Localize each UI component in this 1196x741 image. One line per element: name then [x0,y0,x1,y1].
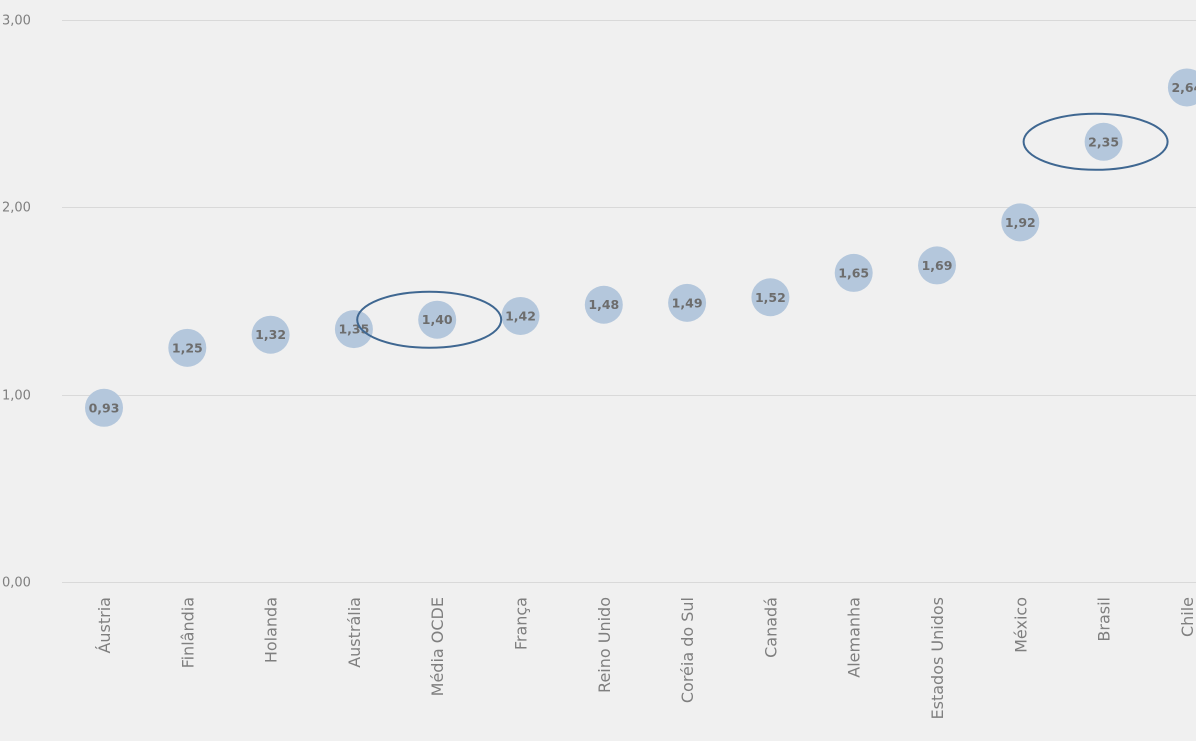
x-tick-label: Chile [1178,597,1196,637]
x-tick-label: México [1011,597,1030,653]
y-axis-ticks: 0,00 1,00 2,00 3,00 [2,14,31,591]
data-label: 1,40 [422,312,453,327]
y-tick-label: 0,00 [2,576,31,591]
data-label: 1,69 [922,258,953,273]
data-point [1167,68,1196,107]
data-label: 1,52 [755,290,786,305]
highlight-ellipses [356,112,1169,349]
data-point [168,328,207,367]
x-tick-label: Reino Unido [595,597,614,693]
data-point [834,253,873,292]
x-axis-ticks: Áustria Finlândia Holanda Austrália Média OC… [95,597,1196,719]
data-label: 1,49 [672,295,703,310]
data-label: 1,35 [338,322,369,337]
data-label: 1,65 [838,265,869,280]
data-point [918,246,956,285]
data-point [251,315,290,354]
x-tick-label: Alemanha [845,597,864,678]
data-points: 0,93 1,25 1,32 1,35 1,40 1,42 1,48 1,49 1,52 1,65… [85,68,1196,427]
y-tick-label: 3,00 [2,14,31,29]
data-point [334,310,373,349]
data-point [1084,122,1123,161]
x-tick-label: Estados Unidos [928,597,947,719]
data-label: 1,92 [1005,215,1036,230]
data-point [1001,203,1040,242]
data-point [418,300,457,339]
x-tick-label: Média OCDE [428,597,447,696]
x-tick-label: França [512,597,531,650]
x-tick-label: Holanda [262,597,281,663]
highlight-ellipse [356,290,503,349]
data-point [85,388,123,427]
gridlines [62,20,1196,583]
y-tick-label: 1,00 [2,389,31,404]
highlight-ellipse [1022,112,1169,171]
data-point [501,296,540,335]
data-label: 2,35 [1088,134,1119,149]
data-label: 1,42 [505,308,536,323]
x-tick-label: Austrália [345,597,364,668]
x-tick-label: Áustria [95,597,114,654]
x-tick-label: Coréia do Sul [678,597,697,703]
data-point [751,278,790,317]
x-tick-label: Finlândia [178,597,197,668]
data-label: 2,64 [1171,80,1196,95]
x-tick-label: Brasil [1095,597,1114,642]
data-point [584,285,623,324]
data-label: 1,48 [588,297,619,312]
data-label: 0,93 [89,400,120,415]
y-tick-label: 2,00 [2,201,31,216]
data-label: 1,32 [255,327,286,342]
data-point [668,283,707,322]
x-tick-label: Canadá [761,597,780,658]
data-label: 1,25 [172,340,203,355]
